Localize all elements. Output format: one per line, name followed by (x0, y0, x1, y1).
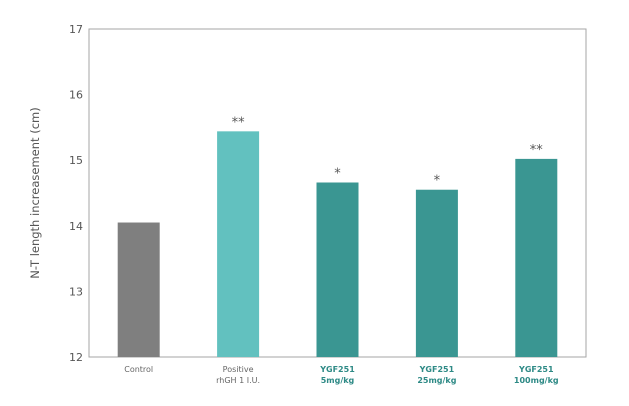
y-axis-label: N-T length increasement (cm) (28, 107, 42, 278)
y-tick-label: 12 (69, 351, 83, 364)
significance-label: ** (530, 143, 544, 158)
bars-group (117, 131, 558, 357)
x-tick-label: YGF251 (319, 365, 355, 374)
bar (515, 158, 558, 357)
x-tick-label: 25mg/kg (417, 376, 456, 385)
bar (415, 189, 458, 357)
y-tick-label: 16 (69, 89, 83, 102)
y-tick-label: 13 (69, 285, 83, 298)
bar (117, 222, 160, 357)
x-tick-label: rhGH 1 I.U. (216, 376, 260, 385)
significance-label: * (434, 174, 441, 189)
x-tick-label: YGF251 (518, 365, 554, 374)
significance-label: ** (232, 115, 246, 130)
x-axis-categories: Control Positive rhGH 1 I.U. YGF251 5mg/kg YG… (124, 365, 559, 385)
significance-annotations: *** *** (232, 115, 544, 188)
bar (316, 182, 359, 357)
x-tick-label: YGF251 (419, 365, 455, 374)
significance-label: * (334, 167, 341, 182)
y-tick-label: 14 (69, 220, 83, 233)
y-tick-label: 15 (69, 154, 83, 167)
y-tick-label: 17 (69, 23, 83, 36)
x-tick-label: 5mg/kg (321, 376, 355, 385)
x-tick-label: Control (124, 365, 153, 374)
x-tick-label: 100mg/kg (514, 376, 559, 385)
y-axis-ticks: 12 13 14 15 16 17 (69, 23, 83, 364)
bar (217, 131, 260, 357)
x-tick-label: Positive (223, 365, 254, 374)
